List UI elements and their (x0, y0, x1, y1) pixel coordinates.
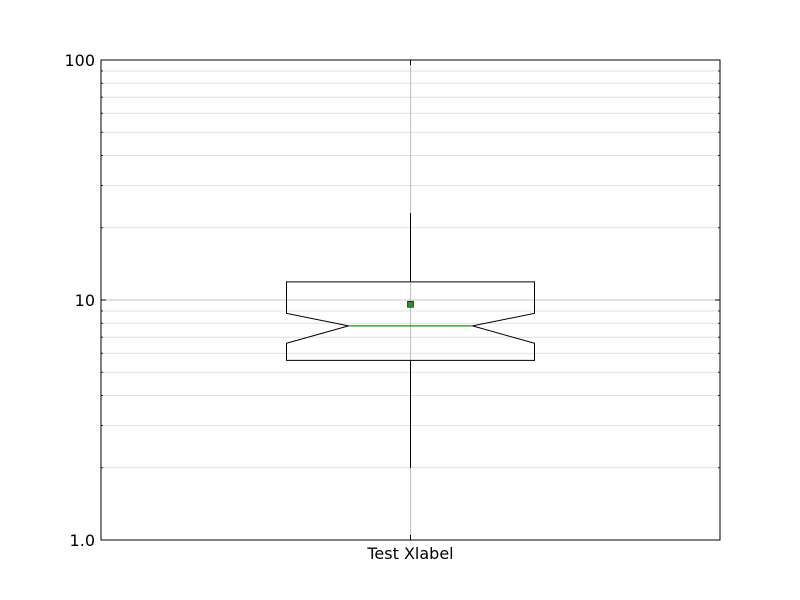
mean-marker (407, 300, 414, 308)
axis-ticks: 1.0 10 100 (64, 51, 720, 550)
box-plot-series (286, 213, 535, 468)
notched-box (286, 281, 535, 361)
x-axis-label: Test Xlabel (366, 544, 453, 563)
y-tick-label: 1.0 (70, 531, 95, 550)
grid-lines (101, 60, 720, 540)
y-tick-label: 10 (75, 291, 95, 310)
y-tick-label: 100 (64, 51, 95, 70)
